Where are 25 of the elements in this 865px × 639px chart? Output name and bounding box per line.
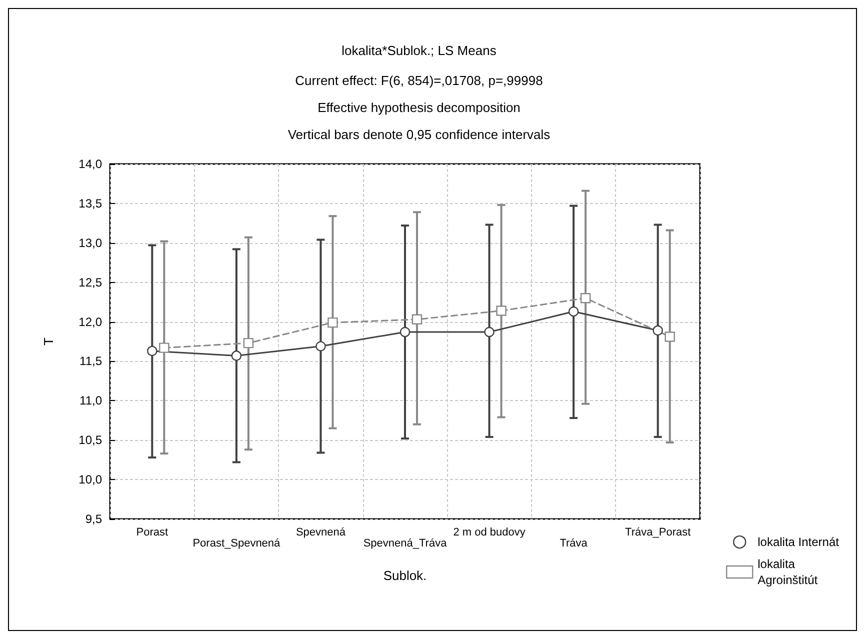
x-tick-label: Tráva (560, 538, 588, 550)
x-tick-label: 2 m od budovy (453, 526, 526, 538)
chart-subtitle: Current effect: F(6, 854)=,01708, p=,99998 (295, 73, 543, 88)
y-tick-label: 10,0 (78, 472, 102, 487)
y-tick-label: 12,0 (78, 314, 102, 329)
y-tick-label: 11,0 (80, 394, 102, 408)
x-tick-label: Spevnená (296, 526, 346, 538)
y-tick-label: 10,5 (78, 433, 102, 448)
y-tick-label: 12,5 (78, 275, 102, 290)
x-axis-title: Sublok. (383, 568, 427, 583)
y-tick-label: 13,5 (78, 196, 102, 210)
x-tick-label: Porast_Spevnená (192, 538, 282, 550)
x-tick-label: Tráva_Porast (625, 526, 691, 538)
chart-title: lokalita*Sublok.; LS Means (342, 43, 497, 58)
text: Vertical bars denote 0,95 confidence intervals (288, 127, 551, 142)
text: Effective hypothesis decomposition (318, 100, 520, 115)
y-tick-label: 11,5 (80, 354, 102, 368)
x-tick-label: Porast (136, 526, 168, 538)
legend-label: lokalita Internát (758, 535, 840, 549)
y-tick-label: 14,0 (78, 157, 102, 171)
legend-label: lokalita Agroinštitút (758, 557, 818, 587)
x-tick-label: Spevnená_Tráva (363, 538, 448, 550)
y-tick-label: 13,0 (78, 236, 102, 250)
y-axis-title: T (41, 337, 56, 346)
y-tick-label: 9,5 (85, 512, 102, 526)
